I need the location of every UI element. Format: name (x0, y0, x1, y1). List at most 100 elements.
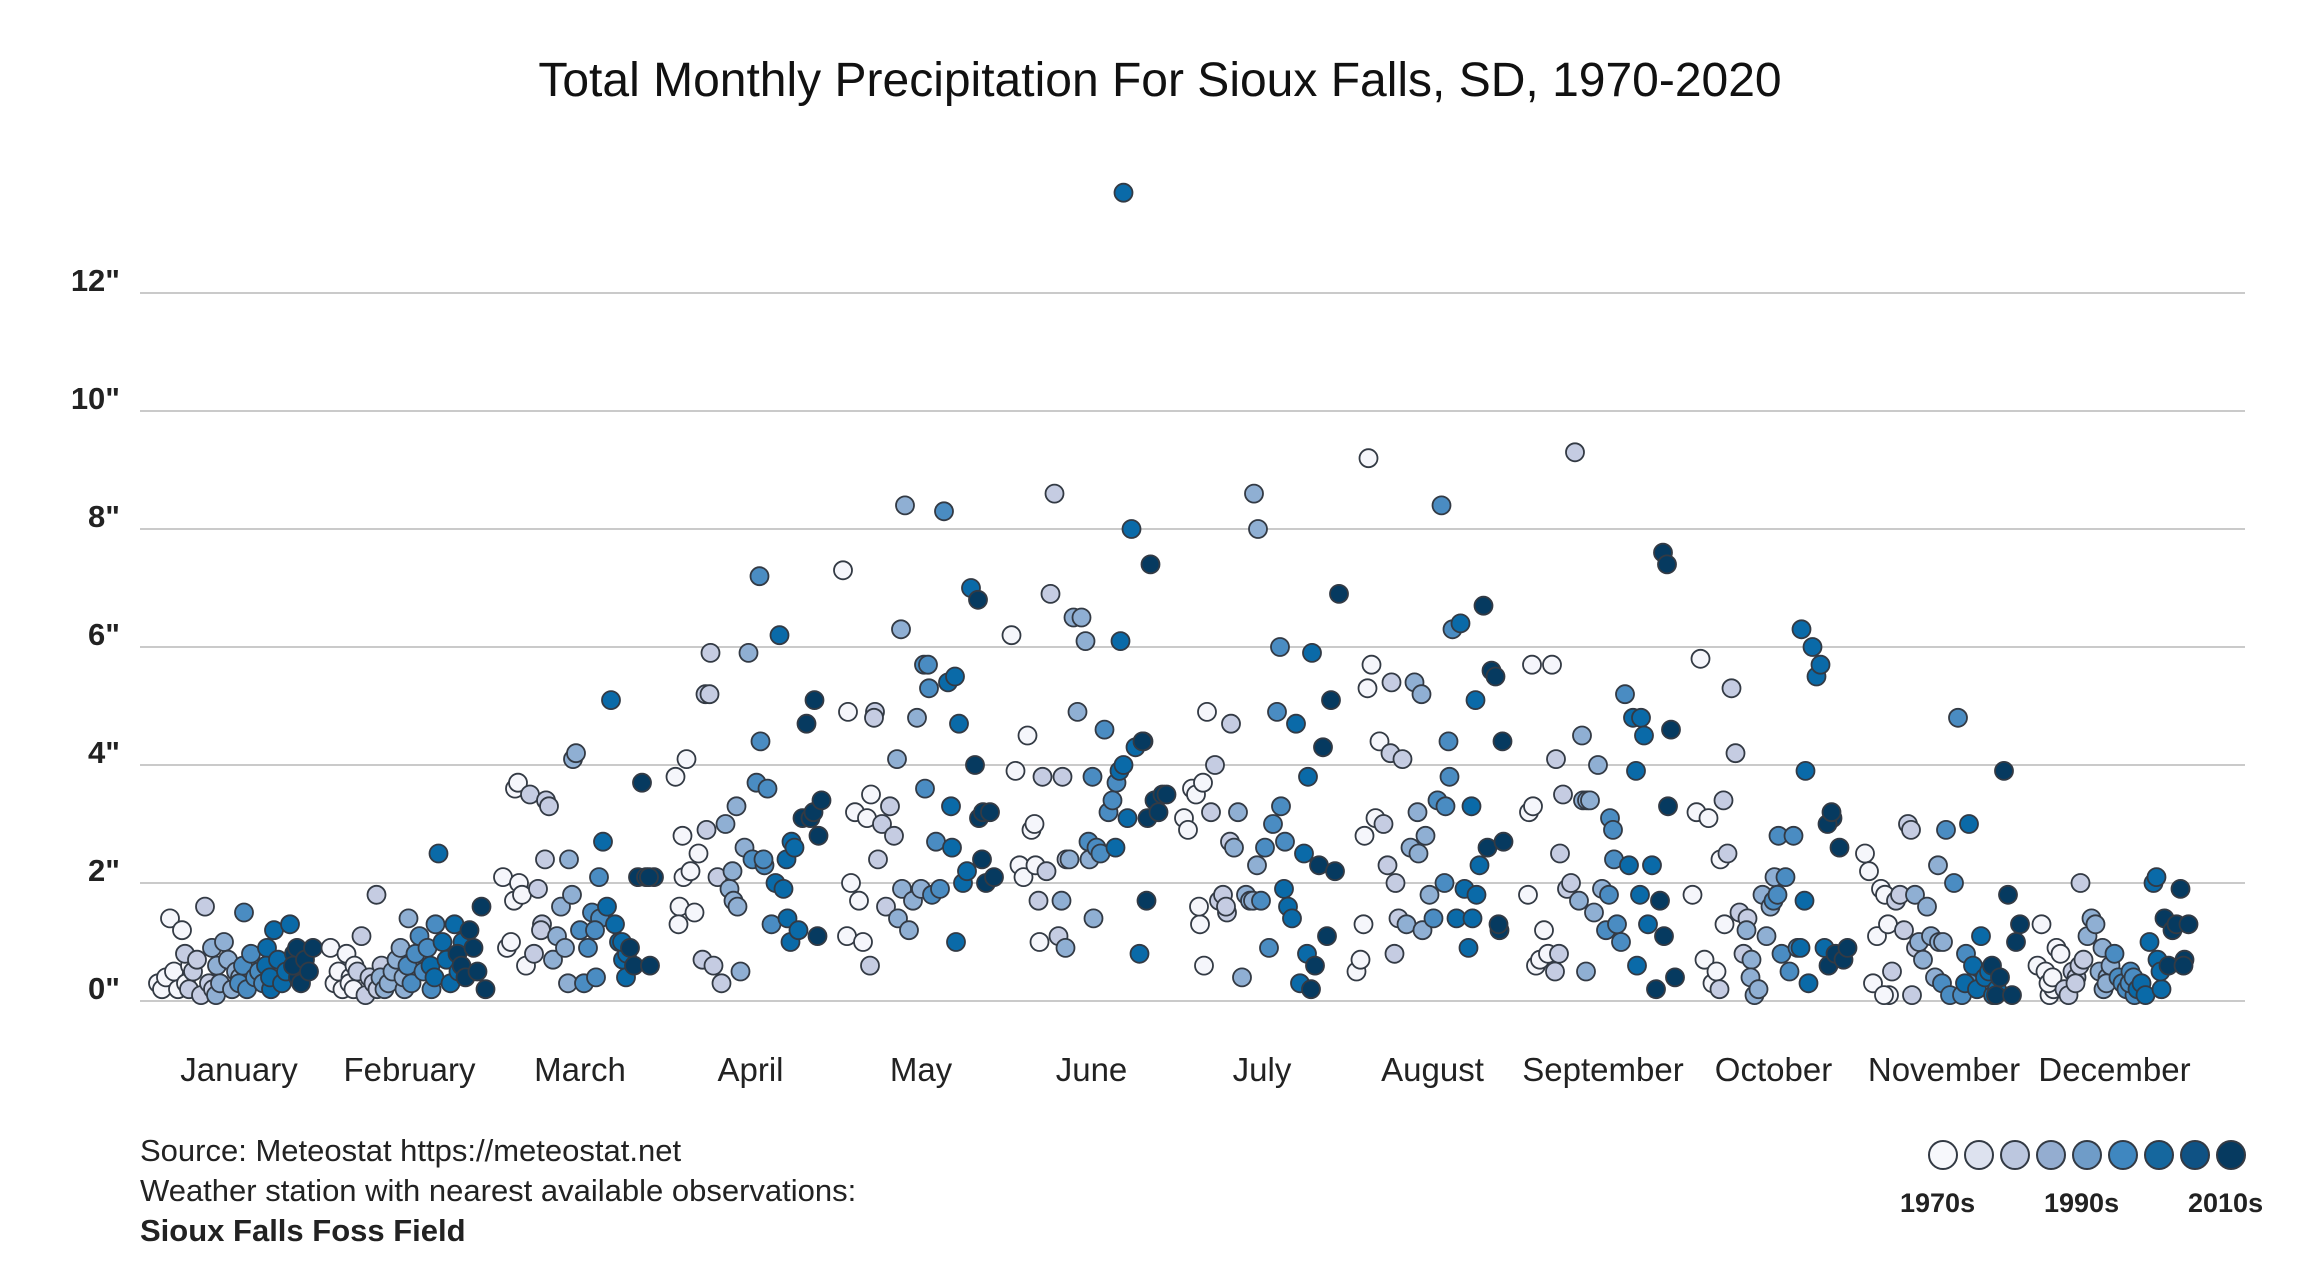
data-point (1357, 678, 1378, 699)
legend-dot (2144, 1140, 2174, 1170)
data-point (1615, 684, 1635, 705)
data-point (299, 961, 319, 982)
data-point (1917, 896, 1937, 917)
data-point (730, 961, 751, 982)
data-point (1415, 825, 1436, 846)
data-point (696, 820, 717, 840)
data-point (668, 914, 689, 935)
data-point (1385, 873, 1406, 893)
data-point (1959, 814, 1979, 834)
data-point (899, 920, 919, 941)
data-point (1136, 890, 1157, 911)
data-point (684, 902, 705, 923)
y-tick-label: 12" (71, 263, 120, 298)
data-point (972, 849, 992, 870)
data-point (1313, 737, 1333, 758)
data-point (1588, 755, 1608, 775)
data-point (475, 979, 496, 1000)
data-point (1298, 766, 1318, 787)
data-point (1102, 790, 1123, 811)
data-point (1545, 961, 1565, 982)
data-point (1354, 825, 1375, 846)
data-point (1665, 967, 1685, 988)
data-point (757, 778, 778, 799)
data-point (1634, 725, 1654, 746)
data-point (1408, 843, 1429, 864)
data-point (769, 625, 790, 646)
data-point (1221, 713, 1241, 734)
data-point (1631, 707, 1651, 728)
data-point (471, 896, 492, 917)
data-point (1882, 961, 1902, 982)
data-point (214, 932, 234, 952)
data-point (1756, 926, 1777, 946)
data-point (1611, 932, 1631, 952)
data-point (884, 825, 904, 846)
data-point (1294, 843, 1314, 864)
data-point (968, 589, 988, 610)
data-point (528, 879, 548, 899)
data-point (895, 495, 915, 516)
data-point (1216, 896, 1236, 917)
data-point (1013, 867, 1034, 887)
data-point (930, 879, 950, 899)
data-point (1113, 182, 1134, 203)
data-point (784, 837, 805, 858)
data-point (1630, 884, 1650, 905)
data-point (750, 731, 771, 752)
data-point (459, 920, 480, 941)
legend-dot (2072, 1140, 2102, 1170)
data-point (160, 908, 180, 929)
data-point (2139, 932, 2160, 952)
data-point (1821, 802, 1842, 823)
data-point (2006, 932, 2026, 952)
data-point (804, 690, 825, 710)
data-point (1553, 784, 1573, 805)
data-point (1361, 654, 1382, 675)
data-point (1248, 519, 1268, 539)
y-tick-label: 2" (88, 853, 120, 888)
data-point (1110, 631, 1131, 651)
data-point (811, 790, 832, 811)
data-point (808, 825, 829, 846)
data-point (1485, 666, 1506, 687)
legend-dot (2216, 1140, 2246, 1170)
data-point (688, 843, 709, 864)
data-point (1302, 643, 1322, 663)
data-point (535, 849, 555, 870)
data-point (566, 743, 586, 764)
data-point (1156, 784, 1177, 805)
data-point (1434, 873, 1455, 893)
data-point (1274, 879, 1294, 899)
y-tick-label: 10" (71, 381, 120, 416)
data-point (1627, 955, 1647, 976)
data-point (1748, 979, 1769, 1000)
data-point (1626, 761, 1646, 781)
data-point (1859, 861, 1879, 882)
x-tick-label: February (343, 1051, 476, 1088)
data-point (1201, 802, 1221, 823)
data-point (1713, 790, 1734, 811)
data-point (1431, 495, 1452, 516)
source-line: Source: Meteostat https://meteostat.net (140, 1133, 682, 1168)
data-point (715, 814, 736, 834)
data-point (1603, 820, 1623, 840)
data-point (1795, 761, 1816, 781)
x-tick-label: June (1056, 1051, 1128, 1088)
data-point (1286, 713, 1306, 734)
data-point (543, 949, 563, 970)
data-point (1407, 802, 1428, 823)
data-point (680, 861, 701, 882)
data-point (1783, 825, 1804, 846)
data-point (562, 884, 582, 905)
data-point (1190, 914, 1210, 935)
data-point (1646, 979, 1666, 1000)
data-point (1576, 961, 1596, 982)
data-point (1894, 920, 1914, 941)
data-point (1706, 961, 1727, 982)
data-point (1971, 926, 1991, 946)
data-point (1619, 855, 1639, 876)
data-points (148, 182, 2199, 1005)
legend-label-1990s: 1990s (2044, 1188, 2120, 1218)
y-tick-label: 0" (88, 971, 120, 1006)
